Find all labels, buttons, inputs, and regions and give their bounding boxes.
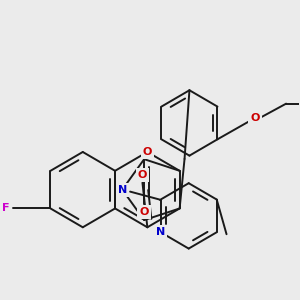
Text: F: F	[2, 203, 9, 214]
Text: O: O	[143, 147, 152, 157]
Text: N: N	[156, 227, 165, 237]
Text: N: N	[118, 184, 127, 195]
Text: O: O	[250, 112, 260, 122]
Text: O: O	[140, 207, 149, 217]
Text: O: O	[138, 170, 147, 180]
